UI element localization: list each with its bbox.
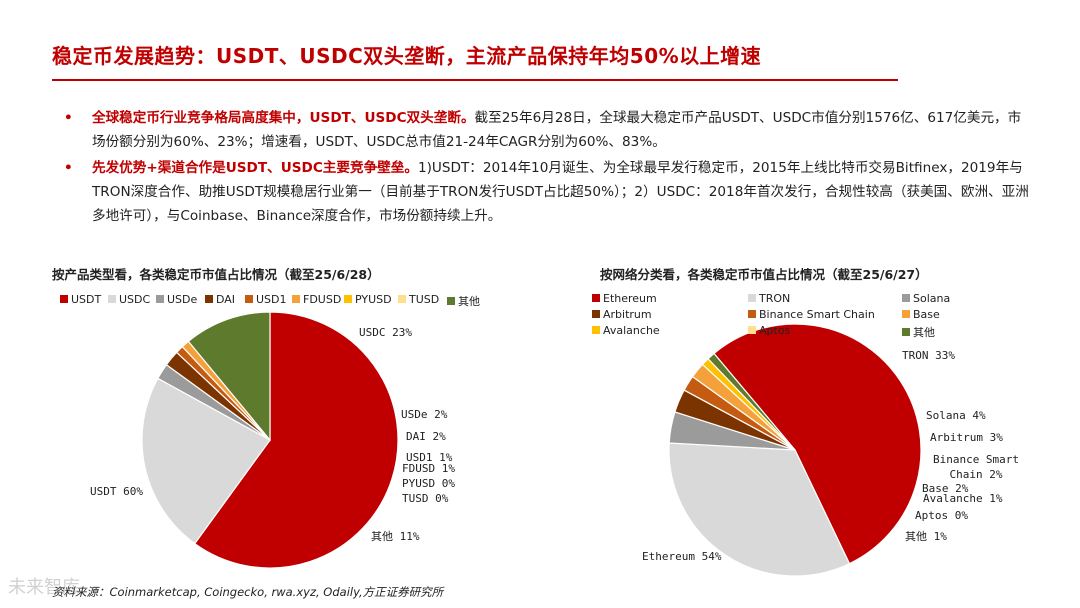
legend-swatch: [748, 326, 756, 334]
pie1-slice-usdc: [141, 377, 271, 545]
bullet-item: • 全球稳定币行业竞争格局高度集中，USDT、USDC双头垄断。截至25年6月2…: [64, 106, 1034, 154]
pie2-slice-other-8: [707, 352, 796, 451]
legend-label: DAI: [216, 293, 236, 306]
legend-label: USDT: [71, 293, 102, 306]
pie1-label-other-8: 其他 11%: [371, 530, 420, 543]
pie2-slice-ethereum: [713, 323, 922, 565]
pie1-label-dai: DAI 2%: [406, 430, 446, 443]
legend-label: Base: [913, 308, 940, 321]
pie2-legend-ethereum: Ethereum: [592, 292, 657, 305]
pie1-label-usdt: USDT 60%: [90, 485, 143, 498]
pie1-legend-tusd: TUSD: [398, 293, 439, 306]
legend-swatch: [748, 310, 756, 318]
legend-swatch: [344, 295, 352, 303]
legend-label: USDC: [119, 293, 151, 306]
pie1-label-usdc: USDC 23%: [359, 326, 412, 339]
pie2-legend-solana: Solana: [902, 292, 950, 305]
pie1-legend-fdusd: FDUSD: [292, 293, 341, 306]
bullet-text: 1)USDT：2014年10月诞生、为全球最早发行稳定币，2015年上线比特币交…: [92, 160, 1029, 224]
title-divider: [52, 79, 898, 81]
legend-swatch: [592, 294, 600, 302]
pie1-legend-pyusd: PYUSD: [344, 293, 392, 306]
bullet-marker: •: [64, 160, 73, 176]
legend-label: Binance Smart Chain: [759, 308, 875, 321]
pie2-label-other-8: 其他 1%: [905, 530, 947, 543]
pie1-label-usde: USDe 2%: [401, 408, 448, 421]
pie1-label-pyusd: PYUSD 0%: [402, 477, 455, 490]
legend-swatch: [398, 295, 406, 303]
legend-label: PYUSD: [355, 293, 392, 306]
page-title: 稳定币发展趋势：USDT、USDC双头垄断，主流产品保持年均50%以上增速: [52, 44, 762, 68]
bullet-list: • 全球稳定币行业竞争格局高度集中，USDT、USDC双头垄断。截至25年6月2…: [64, 106, 1034, 230]
pie1-label-usd1: USD1 1%: [406, 451, 453, 464]
legend-label: Solana: [913, 292, 951, 305]
pie2-legend-base: Base: [902, 308, 940, 321]
legend-swatch: [205, 295, 213, 303]
legend-swatch: [156, 295, 164, 303]
bullet-marker: •: [64, 110, 73, 126]
legend-label: FDUSD: [303, 293, 342, 306]
chart-title-network: 按网络分类看，各类稳定币市值占比情况（截至25/6/27）: [600, 267, 928, 282]
pie2-legend-other-8: 其他: [902, 324, 935, 340]
legend-swatch: [245, 295, 253, 303]
watermark: 未来智库: [8, 577, 80, 598]
pie2-label-solana: Solana 4%: [926, 409, 986, 422]
legend-swatch: [902, 294, 910, 302]
pie2-label-arbitrum: Arbitrum 3%: [930, 431, 1003, 444]
legend-swatch: [292, 295, 300, 303]
pie1-legend-dai: DAI: [205, 293, 235, 306]
pie2-slice-tron: [668, 442, 851, 577]
pie1-slice-other-8: [187, 311, 271, 442]
legend-swatch: [447, 297, 455, 305]
pie1-legend-usdt: USDT: [60, 293, 101, 306]
legend-label: USD1: [256, 293, 287, 306]
legend-swatch: [902, 328, 910, 336]
pie2-legend-arbitrum: Arbitrum: [592, 308, 652, 321]
legend-label: Ethereum: [603, 292, 657, 305]
pie2-legend-binance-smart-chain: Binance Smart Chain: [748, 308, 875, 321]
bullet-item: • 先发优势+渠道合作是USDT、USDC主要竞争壁垒。1)USDT：2014年…: [64, 156, 1034, 228]
pie1-label-tusd: TUSD 0%: [402, 492, 449, 505]
legend-label: Aptos: [759, 324, 791, 337]
pie1-legend-usdc: USDC: [108, 293, 150, 306]
pie2-label-ethereum: Ethereum 54%: [642, 550, 722, 563]
legend-swatch: [748, 294, 756, 302]
legend-swatch: [60, 295, 68, 303]
pie2-label-tron: TRON 33%: [902, 349, 955, 362]
bullet-highlight: 先发优势+渠道合作是USDT、USDC主要竞争壁垒。: [92, 160, 418, 176]
legend-swatch: [592, 310, 600, 318]
legend-swatch: [902, 310, 910, 318]
pie1-legend-usd1: USD1: [245, 293, 287, 306]
bullet-highlight: 全球稳定币行业竞争格局高度集中，USDT、USDC双头垄断。: [92, 110, 475, 126]
legend-label: Avalanche: [603, 324, 660, 337]
legend-label: 其他: [913, 326, 935, 339]
legend-label: USDe: [167, 293, 198, 306]
legend-label: Arbitrum: [603, 308, 652, 321]
source-note: 资料来源：Coinmarketcap, Coingecko, rwa.xyz, …: [52, 585, 444, 599]
pie2-legend-aptos: Aptos: [748, 324, 790, 337]
pie2-label-base: Base 2%: [922, 482, 969, 495]
pie2-legend-avalanche: Avalanche: [592, 324, 660, 337]
pie2-label-binance-smart-chain: Binance Smart Chain 2%: [932, 453, 1020, 481]
pie1-legend-usde: USDe: [156, 293, 197, 306]
pie2-legend-tron: TRON: [748, 292, 790, 305]
chart-title-product-type: 按产品类型看，各类稳定币市值占比情况（截至25/6/28）: [52, 267, 380, 282]
legend-swatch: [108, 295, 116, 303]
legend-label: 其他: [458, 295, 480, 308]
bullet-text: 截至25年6月28日，全球最大稳定币产品USDT、USDC市值分别1576亿、6…: [92, 110, 1022, 150]
pie2-label-avalanche: Avalanche 1%: [923, 492, 1003, 505]
pie1-label-fdusd: FDUSD 1%: [402, 462, 455, 475]
legend-swatch: [592, 326, 600, 334]
legend-label: TRON: [759, 292, 791, 305]
pie2-label-aptos: Aptos 0%: [915, 509, 968, 522]
pie1-slice-usdt: [193, 311, 399, 569]
legend-label: TUSD: [409, 293, 440, 306]
pie1-legend-other-8: 其他: [447, 293, 480, 309]
